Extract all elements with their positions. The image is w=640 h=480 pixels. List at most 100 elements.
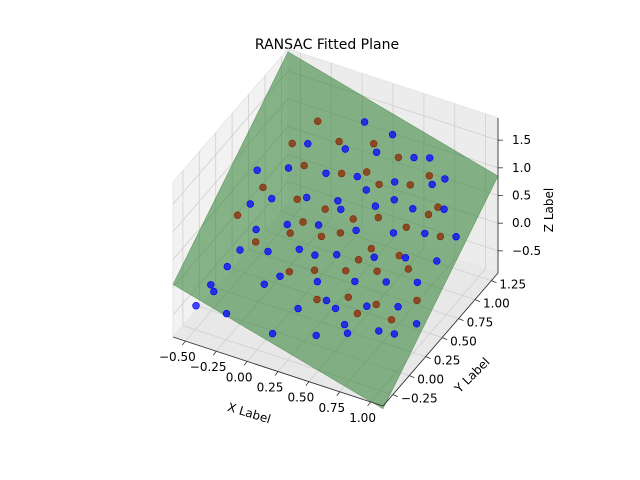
y-axis-line bbox=[382, 272, 499, 407]
data-point-blue bbox=[433, 257, 441, 265]
data-point-red bbox=[394, 153, 403, 162]
data-point-blue bbox=[303, 193, 311, 202]
data-point-blue bbox=[428, 180, 436, 189]
data-point-blue bbox=[331, 304, 340, 313]
data-point-red bbox=[286, 229, 294, 237]
data-point-blue bbox=[413, 278, 422, 287]
data-point-blue bbox=[390, 330, 399, 338]
data-point-blue bbox=[370, 253, 378, 261]
data-point-red bbox=[337, 169, 346, 178]
data-point-blue bbox=[391, 178, 399, 186]
tick-labels: −0.50−0.250.000.250.500.751.00−0.250.000… bbox=[159, 133, 541, 425]
data-point-blue bbox=[222, 309, 231, 318]
data-point-blue bbox=[294, 304, 302, 313]
data-point-red bbox=[367, 244, 375, 253]
data-point-blue bbox=[322, 169, 330, 178]
data-point-red bbox=[395, 251, 403, 260]
data-point-red bbox=[321, 205, 329, 213]
data-point-blue bbox=[362, 186, 370, 194]
data-point-blue bbox=[412, 320, 421, 328]
data-point-blue bbox=[223, 262, 232, 271]
data-point-blue bbox=[276, 272, 284, 280]
z-tick-label: 0.5 bbox=[512, 189, 531, 203]
data-point-red bbox=[317, 232, 326, 241]
y-tick-label: −0.25 bbox=[401, 392, 438, 406]
y-tick-mark bbox=[409, 375, 415, 378]
data-point-red bbox=[349, 215, 357, 223]
data-point-red bbox=[370, 140, 378, 148]
x-tick-mark bbox=[274, 371, 279, 376]
z-tick-label: 1.0 bbox=[512, 161, 531, 175]
data-point-blue bbox=[353, 172, 361, 181]
x-tick-label: 0.00 bbox=[226, 370, 253, 384]
data-point-blue bbox=[340, 320, 349, 329]
data-point-red bbox=[335, 137, 343, 146]
x-gridline bbox=[370, 113, 487, 403]
data-point-blue bbox=[264, 247, 272, 256]
data-point-blue bbox=[363, 302, 371, 310]
x-tick-label: −0.25 bbox=[190, 360, 227, 374]
data-point-blue bbox=[389, 229, 398, 237]
data-point-blue bbox=[312, 331, 320, 340]
data-point-blue bbox=[441, 175, 449, 183]
data-point-blue bbox=[192, 302, 200, 310]
data-point-red bbox=[293, 195, 301, 204]
data-point-blue bbox=[268, 329, 277, 338]
data-point-blue bbox=[313, 277, 322, 286]
y-tick-label: 0.50 bbox=[450, 335, 477, 349]
x-tick-mark bbox=[243, 361, 248, 366]
data-point-red bbox=[300, 161, 308, 170]
y-tick-label: 1.25 bbox=[499, 278, 526, 292]
x-tick-label: −0.50 bbox=[159, 350, 196, 364]
y-tick-mark bbox=[474, 299, 481, 302]
data-point-blue bbox=[452, 233, 460, 241]
data-point-blue bbox=[388, 130, 397, 139]
y-tick-label: 0.25 bbox=[434, 354, 461, 368]
data-point-blue bbox=[260, 280, 268, 288]
data-point-red bbox=[373, 267, 381, 275]
x-tick-mark bbox=[367, 401, 371, 407]
data-point-red bbox=[342, 267, 350, 275]
data-point-blue bbox=[311, 251, 319, 259]
data-point-red bbox=[336, 229, 345, 237]
data-point-blue bbox=[421, 229, 429, 238]
data-point-red bbox=[436, 232, 445, 241]
data-point-red bbox=[354, 256, 363, 264]
data-point-blue bbox=[352, 226, 360, 235]
data-point-blue bbox=[284, 164, 293, 172]
data-point-red bbox=[233, 211, 242, 219]
data-point-red bbox=[372, 300, 380, 309]
data-point-blue bbox=[236, 246, 244, 254]
data-point-blue bbox=[334, 197, 342, 205]
data-point-blue bbox=[382, 278, 390, 286]
data-point-blue bbox=[440, 205, 448, 213]
x-tick-label: 0.50 bbox=[288, 391, 315, 405]
data-point-blue bbox=[337, 205, 345, 214]
x-tick-mark bbox=[212, 350, 217, 356]
y-tick-mark bbox=[441, 337, 448, 340]
data-point-red bbox=[425, 172, 433, 180]
data-point-blue bbox=[322, 296, 331, 305]
z-tick-label: −0.5 bbox=[512, 244, 541, 258]
data-point-red bbox=[344, 293, 352, 301]
data-point-red bbox=[259, 183, 267, 192]
data-point-blue bbox=[372, 148, 381, 157]
data-point-blue bbox=[253, 166, 261, 174]
y-tick-mark bbox=[392, 394, 399, 397]
y-tick-label: 0.00 bbox=[417, 373, 444, 387]
x-tick-label: 1.00 bbox=[349, 411, 376, 425]
data-point-red bbox=[353, 309, 362, 318]
x-tick-mark bbox=[336, 391, 341, 397]
data-point-blue bbox=[351, 277, 359, 286]
data-point-red bbox=[434, 203, 442, 211]
data-point-red bbox=[413, 296, 421, 305]
x-tick-mark bbox=[182, 340, 186, 346]
y-tick-label: 0.75 bbox=[467, 316, 494, 330]
data-point-red bbox=[404, 265, 413, 273]
data-point-blue bbox=[304, 140, 312, 148]
data-point-blue bbox=[410, 153, 418, 162]
data-point-blue bbox=[426, 154, 434, 162]
data-point-red bbox=[406, 181, 414, 189]
data-point-blue bbox=[210, 287, 218, 296]
data-point-red bbox=[402, 223, 410, 232]
